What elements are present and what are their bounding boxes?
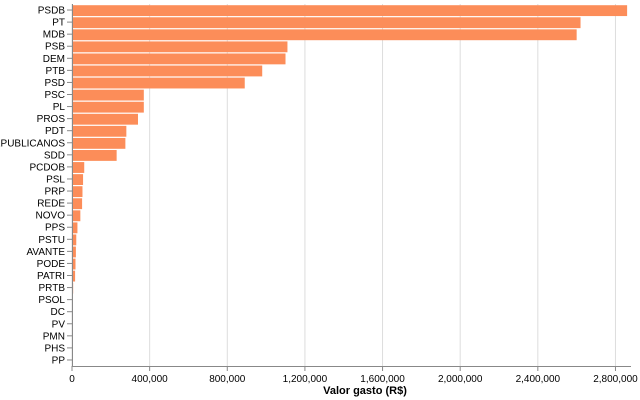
bar-mdb	[72, 29, 577, 41]
x-tick-label: 800,000	[209, 374, 246, 385]
bar-avante	[72, 246, 76, 258]
y-tick-label: DC	[51, 307, 65, 318]
y-tick-label: PROS	[37, 114, 66, 125]
y-tick-label: SDD	[44, 150, 65, 161]
bar-patri	[72, 270, 76, 282]
x-tick-label: 2,000,000	[438, 374, 483, 385]
gridlines	[71, 4, 616, 366]
y-tick-label: PSD	[44, 78, 65, 89]
bar-pps	[72, 222, 78, 234]
bar-psdb	[72, 5, 628, 17]
y-tick-label: PHS	[44, 343, 65, 354]
bar-pdt	[72, 125, 127, 137]
bar-psc	[72, 89, 144, 101]
bar-pstu	[72, 234, 77, 246]
y-tick-label: NOVO	[36, 211, 66, 222]
bar-dem	[72, 53, 286, 65]
x-tick-label: 2,400,000	[516, 374, 561, 385]
y-tick-label: PRP	[44, 187, 65, 198]
x-tick-label: 1,600,000	[360, 374, 405, 385]
bar-psb	[72, 41, 288, 53]
x-tick-label: 0	[69, 374, 75, 385]
bar-rede	[72, 198, 83, 210]
y-tick-label: PSTU	[38, 235, 65, 246]
y-tick-label: PMN	[43, 331, 65, 342]
x-tick-label: 2,800,000	[593, 374, 638, 385]
y-tick-label: PODE	[37, 259, 66, 270]
y-tick-label: PSL	[46, 174, 65, 185]
y-tick-label: PDT	[45, 126, 65, 137]
bar-sdd	[72, 150, 117, 161]
y-tick-label: PCDOB	[29, 162, 65, 173]
bar-pt	[72, 17, 581, 29]
y-tick-label: PTB	[46, 66, 66, 77]
y-tick-label: PPS	[45, 223, 65, 234]
y-tick-label: PSDB	[38, 6, 66, 17]
y-tick-label: PT	[52, 18, 65, 29]
y-tick-label: MDB	[43, 30, 66, 41]
bar-pros	[72, 113, 138, 125]
x-axis-title: Valor gasto (R$)	[323, 385, 407, 397]
bar-psd	[72, 77, 245, 89]
y-tick-label: PSB	[45, 42, 65, 53]
bar-pode	[72, 258, 76, 270]
y-tick-label: PSC	[44, 90, 65, 101]
y-tick-label: REPUBLICANOS	[0, 138, 65, 149]
bars	[72, 5, 628, 366]
x-axis: 0 400,000 800,000 1,200,000 1,600,000 2,000,0…	[69, 366, 638, 385]
y-tick-label: PRTB	[39, 283, 66, 294]
y-tick-label: PV	[52, 319, 66, 330]
bar-psl	[72, 174, 84, 185]
bar-prp	[72, 186, 83, 198]
bar-republicanos	[72, 137, 126, 149]
y-tick-label: REDE	[37, 199, 65, 210]
y-tick-label: PATRI	[37, 271, 65, 282]
y-tick-label: AVANTE	[26, 247, 65, 258]
y-axis: PSDBPTMDBPSBDEMPTBPSDPSCPLPROSPDTREPUBLI…	[0, 4, 73, 366]
x-tick-label: 400,000	[132, 374, 169, 385]
bar-ptb	[72, 65, 263, 77]
x-tick-label: 1,200,000	[283, 374, 328, 385]
bar-novo	[72, 210, 81, 222]
y-tick-label: PP	[52, 355, 66, 366]
y-tick-label: PL	[53, 102, 66, 113]
bar-pl	[72, 101, 144, 113]
y-tick-label: PSOL	[38, 295, 65, 306]
bar-pcdob	[72, 162, 85, 173]
y-tick-label: DEM	[43, 54, 65, 65]
